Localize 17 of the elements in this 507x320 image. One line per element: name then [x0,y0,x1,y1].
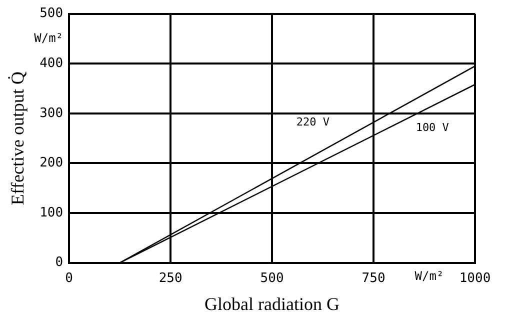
x-tick-label: 1000 [459,270,491,286]
x-tick-label: 250 [158,270,182,286]
y-axis-title: Effective output Q̇ [8,71,28,206]
y-tick-label: 400 [40,56,64,71]
series-label: 220 V [296,116,330,129]
y-tick-label: 100 [40,205,64,220]
series-label: 100 V [416,120,450,134]
x-axis-title: Global radiation G [204,294,340,314]
y-tick-label: 200 [40,156,64,171]
x-tick-label: 750 [362,270,386,286]
y-tick-label: 500 [40,6,64,22]
text: W/m² [414,268,444,283]
text: W/m² [34,30,64,45]
x-tick-label: 0 [65,270,73,286]
x-tick-label: 500 [260,270,284,286]
y-tick-label: 0 [55,255,64,270]
y-tick-label: 300 [40,106,64,121]
